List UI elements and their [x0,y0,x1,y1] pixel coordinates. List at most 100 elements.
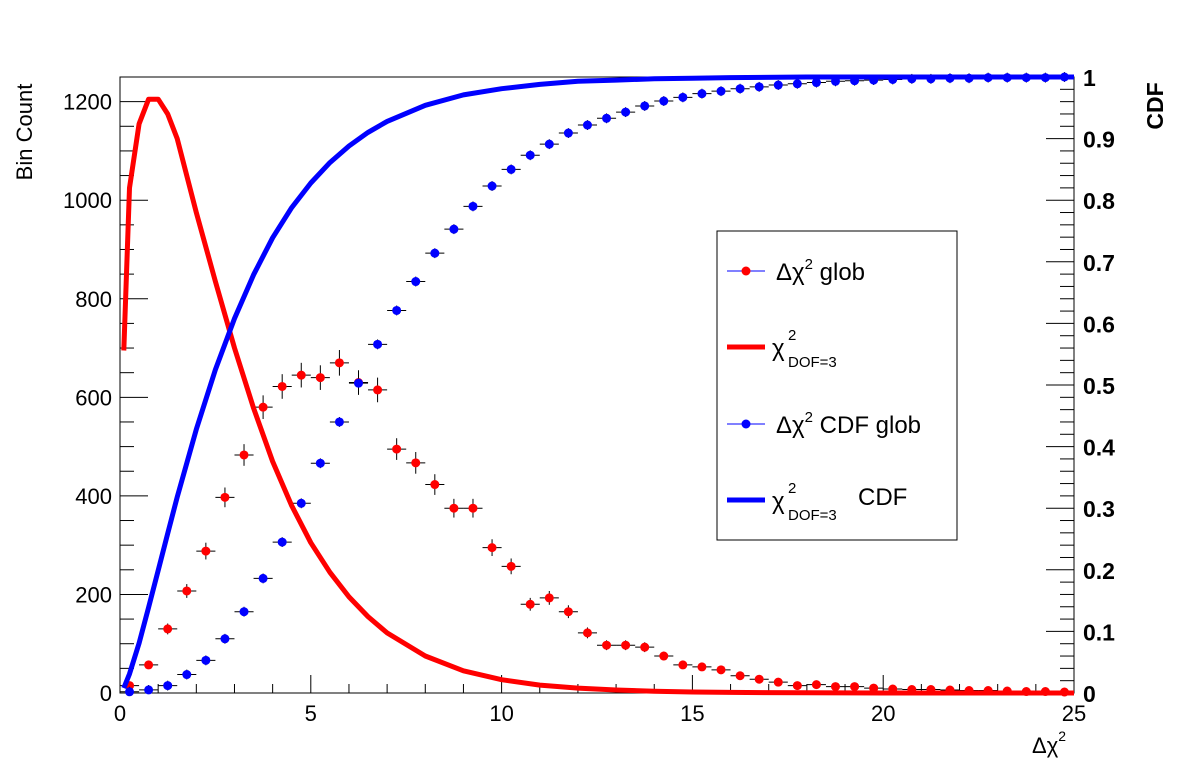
cdf-glob-point [811,78,821,88]
glob-point [754,674,764,684]
glob-point [163,624,173,634]
glob-point [602,640,612,650]
glob-point [525,599,535,609]
glob-point [144,660,154,670]
glob-point [869,683,879,693]
svg-text:χ: χ [772,335,785,362]
cdf-glob-point [602,113,612,123]
cdf-glob-point [182,670,192,680]
legend-text-chi2-cdf-main: χ [772,488,785,515]
cdf-glob-point [277,537,287,547]
y-left-tick-label: 0 [100,681,112,706]
cdf-glob-point [334,417,344,427]
svg-text:Δχ2 CDF glob: Δχ2 CDF glob [776,409,921,439]
cdf-glob-point [487,181,497,191]
glob-point [296,370,306,380]
legend-text-cdf-glob-after: CDF glob [813,412,921,439]
y-left-tick-label: 400 [75,484,112,509]
cdf-glob-point [773,80,783,90]
glob-point [430,480,440,490]
x-axis-title-sup: 2 [1058,728,1066,744]
legend-text-glob-sup: 2 [805,256,813,273]
glob-point [277,381,287,391]
cdf-glob-point [544,139,554,149]
x-axis-title: Δχ2 [1032,728,1066,758]
glob-point [487,543,497,553]
glob-point [411,458,421,468]
svg-text:Δχ2: Δχ2 [1032,728,1066,758]
legend-entry-cdf-glob: Δχ2 CDF glob [727,409,921,439]
cdf-glob-point [449,224,459,234]
cdf-glob-point [582,120,592,130]
cdf-glob-point [659,96,669,106]
cdf-glob-point [220,634,230,644]
glob-point [621,640,631,650]
glob-point [659,651,669,661]
legend-text-glob-main: Δχ [776,259,805,286]
y-left-tick-label: 800 [75,287,112,312]
glob-point [850,682,860,692]
cdf-glob-point [258,573,268,583]
y-left-tick-label: 200 [75,582,112,607]
y-left-tick-label: 1200 [63,90,112,115]
axes: 0 5 10 15 20 2502004006008001000120000.10.20.… [63,65,1115,726]
legend-marker-cdf-glob [741,419,751,429]
glob-point [220,492,230,502]
cdf-glob-point [430,248,440,258]
glob-point [735,671,745,681]
legend-text-chi2-cdf-sub: DOF=3 [788,507,837,524]
cdf-glob-point [735,84,745,94]
legend-text-chi2-sup: 2 [788,327,796,344]
legend-text-cdf-glob-sup: 2 [805,409,813,426]
y-right-tick-label: 0.1 [1083,619,1115,645]
x-tick-label: 0 [114,701,126,726]
cdf-glob-point [563,128,573,138]
cdf-glob-point [201,655,211,665]
cdf-glob-point [506,164,516,174]
cdf-glob-point [315,458,325,468]
y-left-tick-label: 1000 [63,188,112,213]
cdf-glob-point [354,378,363,388]
cdf-glob-point [239,607,249,617]
cdf-glob-point [697,89,707,99]
y-axis-title-left: Bin Count [12,84,37,181]
svg-text:Δχ2 glob: Δχ2 glob [776,256,865,286]
glob-point [506,561,516,571]
y-right-tick-label: 0.7 [1083,250,1115,276]
y-right-tick-label: 0.4 [1083,435,1115,461]
glob-point [334,358,344,368]
cdf-glob-point [525,150,535,160]
glob-point [678,660,688,670]
x-tick-label: 20 [871,701,895,726]
glob-point [697,662,707,672]
cdf-glob-point [411,277,421,287]
glob-point [582,628,592,638]
y-right-tick-label: 0.8 [1083,188,1115,214]
cdf-glob-point [640,101,650,111]
cdf-glob-point [754,82,764,92]
cdf-glob-points [120,72,1074,697]
x-tick-label: 5 [305,701,317,726]
cdf-glob-point [144,685,154,695]
legend-text-chi2-main: χ [772,335,785,362]
glob-point [716,665,726,675]
glob-point [392,444,402,454]
glob-point [239,450,249,460]
glob-point [811,680,821,690]
glob-point [315,373,325,383]
legend-text-chi2-cdf-after: CDF [858,484,907,511]
y-right-tick-label: 0.3 [1083,496,1115,522]
legend-entry-glob: Δχ2 glob [727,256,865,286]
glob-point [373,385,383,395]
cdf-glob-point [392,305,402,315]
glob-point [468,503,478,513]
y-left-tick-label: 600 [75,385,112,410]
chi2-cdf-curve [121,74,1074,690]
glob-point [201,546,211,556]
glob-point [831,682,840,692]
chi2-curve [121,96,1074,696]
x-tick-label: 10 [489,701,513,726]
x-axis-title-main: Δχ [1032,733,1059,758]
